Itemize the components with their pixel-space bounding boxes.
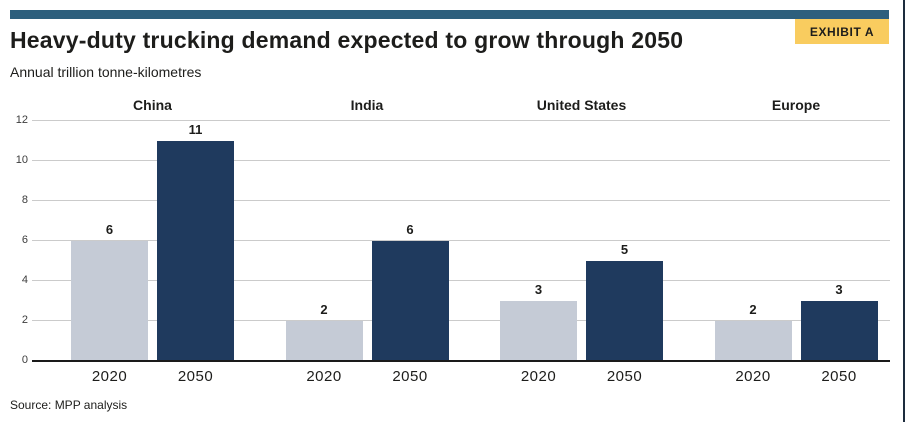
y-tick-label: 10 xyxy=(15,154,28,166)
x-tick-label: 2020 xyxy=(520,368,557,385)
y-tick-label: 12 xyxy=(15,114,28,126)
y-tick-label: 0 xyxy=(21,354,28,366)
bar-2050 xyxy=(157,141,234,361)
bar-2050 xyxy=(800,301,878,361)
group-title: United States xyxy=(536,97,627,113)
bar-value-label: 3 xyxy=(835,282,843,297)
exhibit-badge: EXHIBIT A xyxy=(795,19,889,44)
bar-value-label: 3 xyxy=(534,282,543,297)
bar-2020 xyxy=(71,241,148,361)
bar-value-label: 5 xyxy=(620,242,629,257)
x-tick-label: 2050 xyxy=(177,368,214,385)
x-axis-line xyxy=(32,360,890,362)
bar-value-label: 2 xyxy=(749,302,757,317)
bar-value-label: 2 xyxy=(320,302,328,317)
x-tick-label: 2020 xyxy=(735,368,771,385)
page-right-border xyxy=(903,0,905,422)
bar-2020 xyxy=(714,321,792,361)
x-tick-label: 2050 xyxy=(606,368,643,385)
gridline xyxy=(32,280,890,281)
x-tick-label: 2050 xyxy=(392,368,428,385)
y-tick-label: 6 xyxy=(21,234,28,246)
gridline xyxy=(32,240,890,241)
gridline xyxy=(32,200,890,201)
bar-2050 xyxy=(371,241,449,361)
gridline xyxy=(32,320,890,321)
x-tick-label: 2020 xyxy=(306,368,342,385)
gridline xyxy=(32,120,890,121)
bar-2020 xyxy=(500,301,577,361)
page-title: Heavy-duty trucking demand expected to g… xyxy=(10,27,684,53)
x-tick-label: 2020 xyxy=(91,368,128,385)
group-title: China xyxy=(133,97,172,113)
source-note: Source: MPP analysis xyxy=(10,398,128,412)
group-title: Europe xyxy=(771,97,821,113)
chart-subtitle: Annual trillion tonne-kilometres xyxy=(10,64,202,80)
y-tick-label: 4 xyxy=(21,274,28,286)
bar-2050 xyxy=(586,261,663,361)
group-title: India xyxy=(350,97,384,113)
y-tick-label: 8 xyxy=(21,194,28,206)
gridline xyxy=(32,160,890,161)
top-accent-bar xyxy=(10,10,889,19)
bar-2020 xyxy=(285,321,363,361)
bar-value-label: 6 xyxy=(105,222,114,237)
bar-value-label: 11 xyxy=(188,122,203,137)
x-tick-label: 2050 xyxy=(821,368,857,385)
bar-value-label: 6 xyxy=(406,222,414,237)
y-tick-label: 2 xyxy=(21,314,28,326)
